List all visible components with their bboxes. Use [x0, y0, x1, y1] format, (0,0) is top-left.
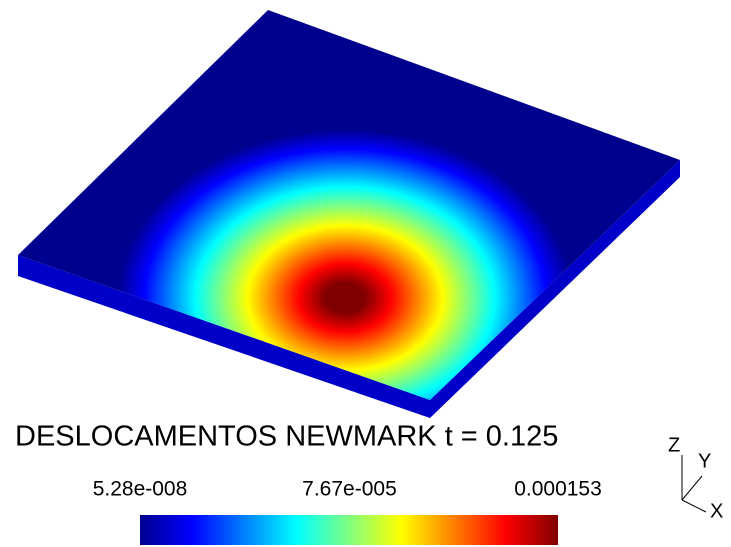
colorbar-tick-label: 5.28e-008: [93, 478, 188, 501]
colorbar-tick-label: 0.000153: [514, 478, 602, 501]
y-axis-label: Y: [698, 450, 711, 472]
y-axis: [682, 476, 702, 500]
colorbar-tick-label: 7.67e-005: [302, 478, 397, 501]
plate-surface: [18, 10, 680, 400]
x-axis: [682, 500, 706, 512]
z-axis-label: Z: [668, 434, 680, 456]
x-axis-label: X: [710, 500, 723, 522]
plot-title: DESLOCAMENTOS NEWMARK t = 0.125: [15, 421, 558, 453]
chart: DESLOCAMENTOS NEWMARK t = 0.125 Z Y X 5.…: [0, 0, 731, 547]
colorbar: [140, 515, 558, 545]
axes-triad: Z Y X: [668, 434, 723, 522]
